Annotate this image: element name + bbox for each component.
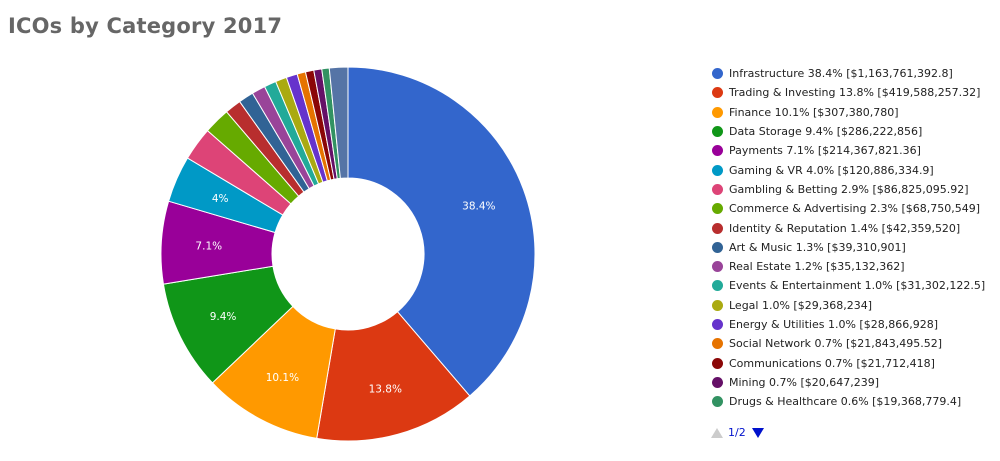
- legend-item-social-network[interactable]: Social Network 0.7% [$21,843,495.52]: [708, 334, 998, 353]
- chart-legend: Infrastructure 38.4% [$1,163,761,392.8] T…: [708, 64, 998, 411]
- legend-item-trading-investing[interactable]: Trading & Investing 13.8% [$419,588,257.…: [708, 83, 998, 102]
- legend-swatch-icon: [712, 203, 723, 215]
- legend-item-energy-utilities[interactable]: Energy & Utilities 1.0% [$28,866,928]: [708, 315, 998, 334]
- legend-item-finance[interactable]: Finance 10.1% [$307,380,780]: [708, 103, 998, 122]
- legend-swatch-icon: [712, 164, 723, 176]
- legend-label: Real Estate 1.2% [$35,132,362]: [729, 260, 905, 274]
- slice-label-finance: 10.1%: [266, 372, 299, 384]
- legend-item-gambling-betting[interactable]: Gambling & Betting 2.9% [$86,825,095.92]: [708, 180, 998, 199]
- legend-label: Communications 0.7% [$21,712,418]: [729, 356, 935, 370]
- legend-item-data-storage[interactable]: Data Storage 9.4% [$286,222,856]: [708, 122, 998, 141]
- legend-item-gaming-vr[interactable]: Gaming & VR 4.0% [$120,886,334.9]: [708, 160, 998, 179]
- legend-label: Data Storage 9.4% [$286,222,856]: [729, 125, 923, 139]
- legend-swatch-icon: [712, 68, 723, 80]
- legend-item-communications[interactable]: Communications 0.7% [$21,712,418]: [708, 353, 998, 372]
- legend-swatch-icon: [712, 261, 723, 273]
- slice-label-gaming-vr: 4%: [212, 193, 229, 205]
- slice-label-infrastructure: 38.4%: [462, 201, 495, 213]
- legend-swatch-icon: [712, 299, 723, 311]
- legend-label: Gambling & Betting 2.9% [$86,825,095.92]: [729, 182, 969, 196]
- legend-swatch-icon: [712, 376, 723, 388]
- legend-swatch-icon: [712, 357, 723, 369]
- legend-item-mining[interactable]: Mining 0.7% [$20,647,239]: [708, 373, 998, 392]
- legend-item-real-estate[interactable]: Real Estate 1.2% [$35,132,362]: [708, 257, 998, 276]
- legend-item-commerce-advertising[interactable]: Commerce & Advertising 2.3% [$68,750,549…: [708, 199, 998, 218]
- legend-label: Identity & Reputation 1.4% [$42,359,520]: [729, 221, 961, 235]
- slice-infrastructure[interactable]: [347, 66, 536, 397]
- legend-swatch-icon: [712, 145, 723, 157]
- legend-label: Events & Entertainment 1.0% [$31,302,122…: [729, 279, 986, 293]
- legend-label: Art & Music 1.3% [$39,310,901]: [729, 240, 906, 254]
- legend-swatch-icon: [712, 183, 723, 195]
- legend-label: Mining 0.7% [$20,647,239]: [729, 375, 880, 389]
- legend-pager: 1/2: [711, 426, 764, 439]
- slice-label-payments: 7.1%: [195, 240, 222, 252]
- legend-label: Legal 1.0% [$29,368,234]: [729, 298, 872, 312]
- legend-item-legal[interactable]: Legal 1.0% [$29,368,234]: [708, 296, 998, 315]
- legend-swatch-icon: [712, 319, 723, 330]
- chart-title: ICOs by Category 2017: [8, 14, 283, 38]
- legend-page-label: 1/2: [728, 426, 746, 439]
- legend-item-infrastructure[interactable]: Infrastructure 38.4% [$1,163,761,392.8]: [708, 64, 998, 83]
- legend-swatch-icon: [712, 106, 723, 118]
- legend-item-identity-reputation[interactable]: Identity & Reputation 1.4% [$42,359,520]: [708, 218, 998, 237]
- legend-label: Energy & Utilities 1.0% [$28,866,928]: [729, 318, 938, 331]
- previous-page-icon: [711, 427, 723, 438]
- legend-item-drugs-healthcare[interactable]: Drugs & Healthcare 0.6% [$19,368,779.4]: [708, 392, 998, 411]
- next-page-icon[interactable]: [751, 427, 764, 438]
- legend-label: Drugs & Healthcare 0.6% [$19,368,779.4]: [729, 395, 962, 409]
- legend-swatch-icon: [712, 280, 723, 292]
- legend-swatch-icon: [712, 241, 723, 253]
- legend-item-art-music[interactable]: Art & Music 1.3% [$39,310,901]: [708, 238, 998, 257]
- legend-swatch-icon: [712, 396, 723, 408]
- legend-swatch-icon: [712, 338, 723, 350]
- legend-label: Payments 7.1% [$214,367,821.36]: [729, 144, 921, 158]
- legend-item-payments[interactable]: Payments 7.1% [$214,367,821.36]: [708, 141, 998, 160]
- slice-label-trading-investing: 13.8%: [369, 383, 402, 395]
- legend-label: Infrastructure 38.4% [$1,163,761,392.8]: [729, 67, 953, 81]
- slice-label-data-storage: 9.4%: [210, 311, 237, 323]
- legend-swatch-icon: [712, 222, 723, 234]
- legend-item-events-entertainment[interactable]: Events & Entertainment 1.0% [$31,302,122…: [708, 276, 998, 295]
- legend-label: Trading & Investing 13.8% [$419,588,257.…: [729, 86, 981, 100]
- legend-label: Social Network 0.7% [$21,843,495.52]: [729, 337, 943, 351]
- slice-remaining-categories[interactable]: [328, 66, 349, 179]
- slice-trading-investing[interactable]: [316, 310, 471, 442]
- legend-swatch-icon: [712, 126, 723, 138]
- legend-label: Gaming & VR 4.0% [$120,886,334.9]: [729, 163, 934, 177]
- legend-label: Commerce & Advertising 2.3% [$68,750,549…: [729, 202, 981, 216]
- legend-label: Finance 10.1% [$307,380,780]: [729, 105, 899, 119]
- legend-swatch-icon: [712, 87, 723, 99]
